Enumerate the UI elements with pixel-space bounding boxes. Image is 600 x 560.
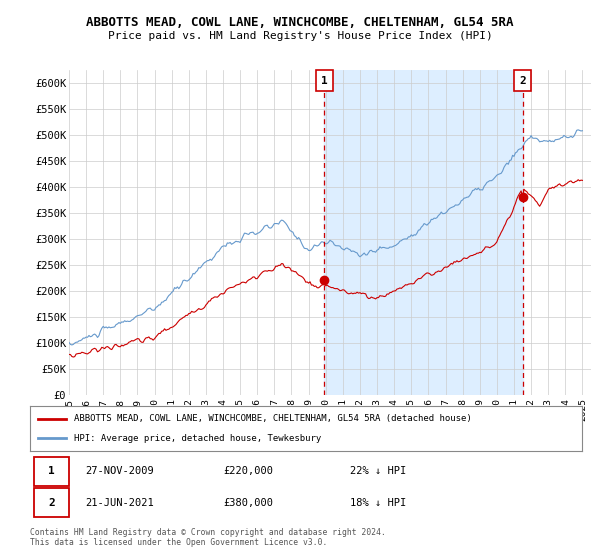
Text: 1: 1 xyxy=(321,76,328,86)
Bar xyxy=(324,70,523,395)
Text: 2: 2 xyxy=(48,498,55,508)
Text: HPI: Average price, detached house, Tewkesbury: HPI: Average price, detached house, Tewk… xyxy=(74,434,322,443)
Text: 2: 2 xyxy=(519,76,526,86)
Text: Price paid vs. HM Land Registry's House Price Index (HPI): Price paid vs. HM Land Registry's House … xyxy=(107,31,493,41)
Text: £220,000: £220,000 xyxy=(223,466,273,476)
Text: 27-NOV-2009: 27-NOV-2009 xyxy=(85,466,154,476)
Text: ABBOTTS MEAD, COWL LANE, WINCHCOMBE, CHELTENHAM, GL54 5RA: ABBOTTS MEAD, COWL LANE, WINCHCOMBE, CHE… xyxy=(86,16,514,29)
FancyBboxPatch shape xyxy=(34,457,68,486)
Text: 1: 1 xyxy=(48,466,55,476)
Text: 22% ↓ HPI: 22% ↓ HPI xyxy=(350,466,406,476)
Text: 21-JUN-2021: 21-JUN-2021 xyxy=(85,498,154,508)
Text: £380,000: £380,000 xyxy=(223,498,273,508)
FancyBboxPatch shape xyxy=(34,488,68,517)
Text: ABBOTTS MEAD, COWL LANE, WINCHCOMBE, CHELTENHAM, GL54 5RA (detached house): ABBOTTS MEAD, COWL LANE, WINCHCOMBE, CHE… xyxy=(74,414,472,423)
Text: 18% ↓ HPI: 18% ↓ HPI xyxy=(350,498,406,508)
Text: Contains HM Land Registry data © Crown copyright and database right 2024.
This d: Contains HM Land Registry data © Crown c… xyxy=(30,528,386,547)
